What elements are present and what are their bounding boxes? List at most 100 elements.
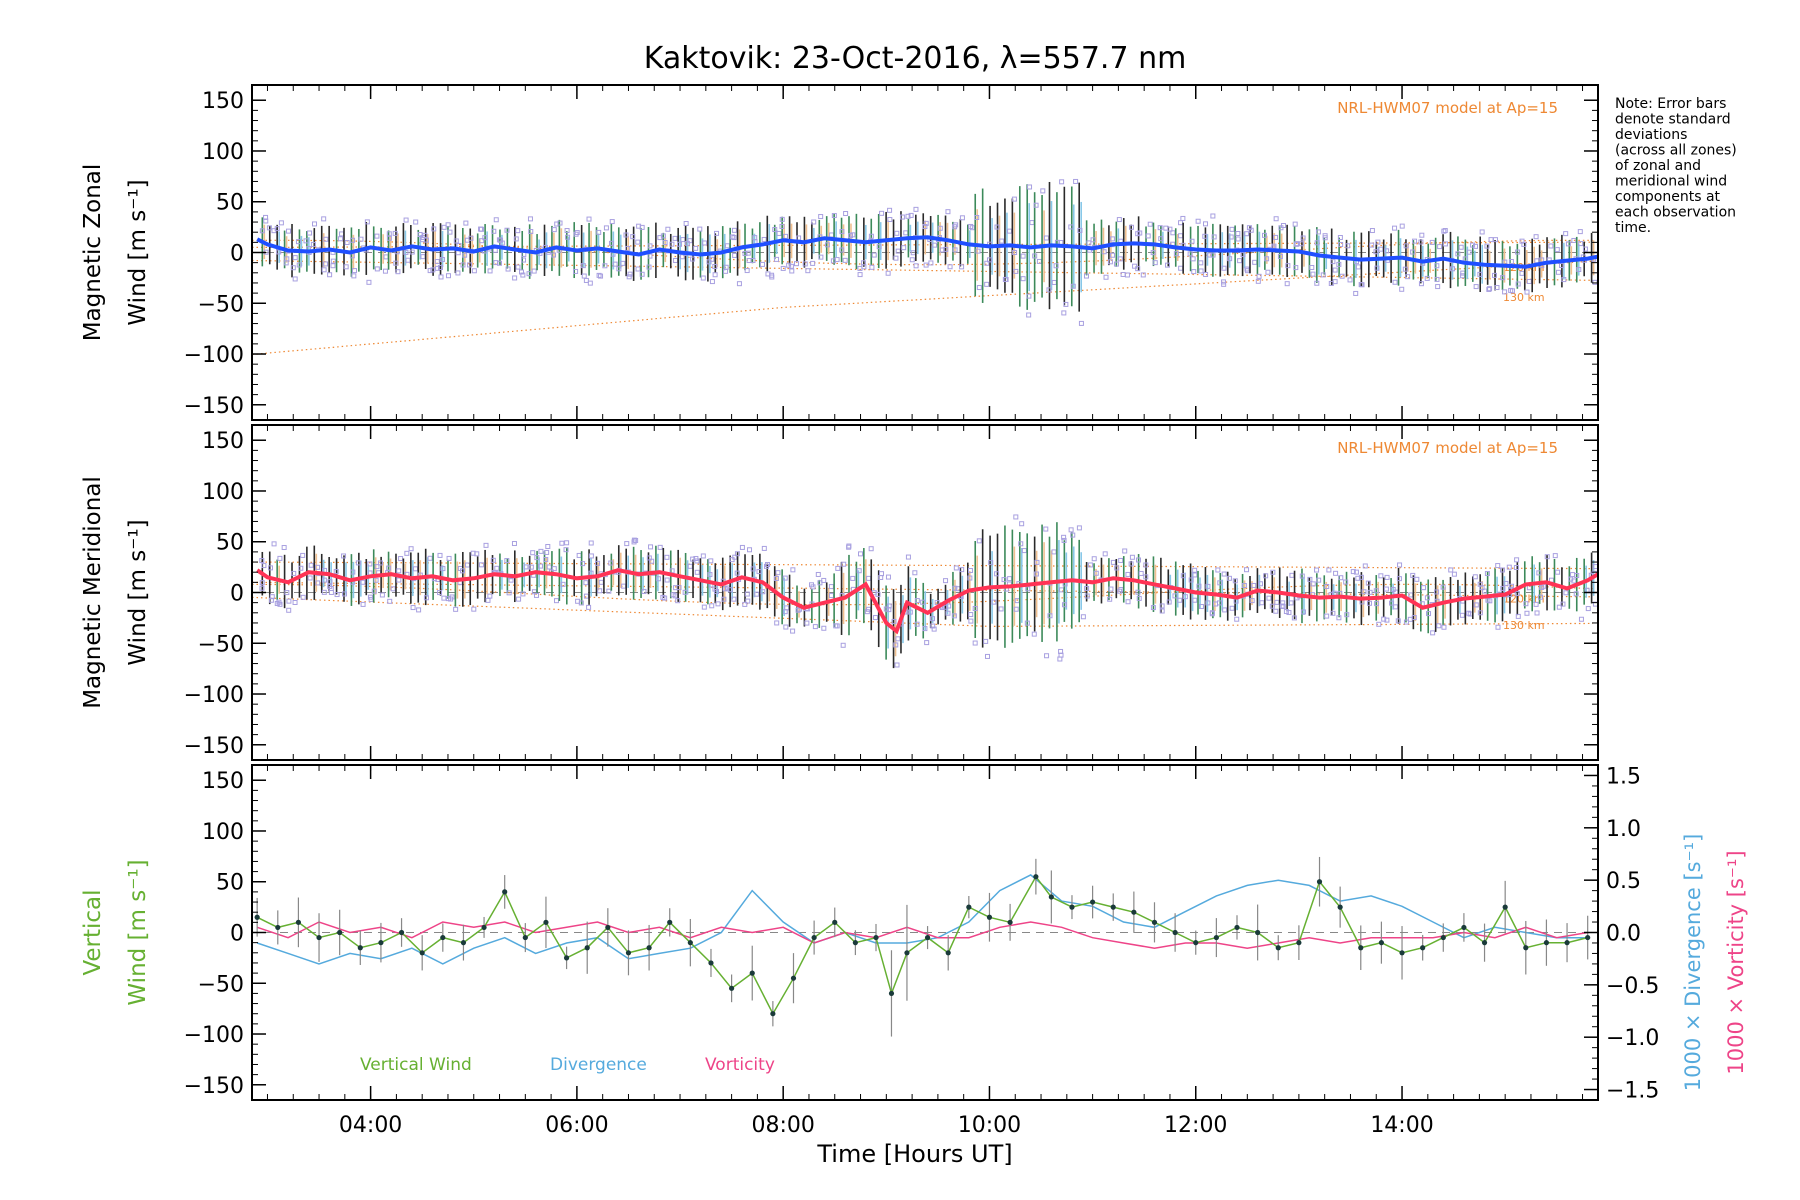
vertical-wind-point: [502, 889, 508, 895]
scatter-point: [1410, 249, 1416, 255]
vertical-wind-line: [256, 875, 1588, 1016]
y-tick-label: −150: [184, 1074, 244, 1099]
scatter-point: [999, 238, 1005, 244]
scatter-point: [1188, 577, 1194, 583]
scatter-point: [657, 544, 663, 550]
scatter-point: [580, 263, 586, 269]
scatter-point: [1376, 621, 1382, 627]
vertical-wind-point: [1213, 934, 1219, 941]
vertical-wind-point: [852, 940, 858, 946]
scatter-point: [1143, 574, 1149, 580]
scatter-point: [1226, 575, 1232, 581]
scatter-point: [1135, 557, 1141, 563]
y-tick-label: 50: [216, 531, 244, 556]
scatter-point: [1435, 284, 1441, 290]
scatter-point: [1508, 287, 1514, 293]
scatter-point: [595, 560, 601, 566]
scatter-point: [856, 568, 862, 574]
scatter-point: [1221, 265, 1227, 271]
scatter-point: [732, 554, 738, 560]
note-line: time.: [1615, 220, 1651, 236]
scatter-point: [1165, 262, 1171, 268]
scatter-point: [576, 552, 582, 558]
scatter-point: [1158, 236, 1164, 242]
scatter-point: [810, 584, 816, 590]
scatter-point: [795, 607, 801, 613]
vertical-wind-panel: Vertical Wind Divergence Vorticity 1.5 1.0 0.…: [80, 764, 1748, 1138]
scatter-point: [887, 207, 893, 213]
scatter-point: [804, 620, 810, 626]
scatter-point: [1157, 225, 1163, 231]
scatter-point: [321, 216, 327, 222]
scatter-point: [1107, 259, 1113, 265]
scatter-point: [715, 601, 721, 607]
scatter-point: [1101, 249, 1107, 255]
scatter-point: [734, 551, 740, 557]
vertical-wind-point: [646, 945, 652, 951]
zonal-wind-line: [256, 235, 1599, 269]
scatter-point: [878, 574, 884, 580]
scatter-point: [504, 558, 510, 564]
y-tick-label: 150: [202, 89, 244, 114]
scatter-point: [1563, 590, 1569, 596]
scatter-point: [460, 262, 466, 268]
scatter-point: [277, 555, 283, 561]
x-tick-label: 10:00: [958, 1113, 1021, 1138]
y-tick-label: −100: [184, 1023, 244, 1048]
scatter-point: [1235, 236, 1241, 242]
scatter-point: [515, 264, 521, 270]
scatter-point: [1500, 275, 1506, 281]
scatter-point: [1011, 196, 1017, 202]
scatter-point: [646, 555, 652, 561]
scatter-point: [323, 236, 329, 242]
scatter-point: [322, 261, 328, 267]
scatter-point: [1473, 243, 1479, 249]
scatter-point: [1266, 595, 1272, 601]
scatter-point: [742, 251, 748, 257]
vertical-wind-point: [749, 970, 755, 976]
scatter-point: [386, 565, 392, 571]
scatter-point: [708, 558, 714, 564]
model-label: NRL-HWM07 model at Ap=15: [1337, 439, 1558, 457]
scatter-point: [530, 550, 536, 556]
scatter-point: [1007, 576, 1013, 582]
scatter-point: [812, 624, 818, 630]
scatter-point: [1576, 266, 1582, 272]
scatter-point: [646, 264, 652, 270]
y-tick-label: −100: [184, 343, 244, 368]
scatter-point: [1178, 220, 1184, 226]
scatter-point: [534, 555, 540, 561]
scatter-point: [427, 268, 433, 274]
scatter-point: [761, 236, 767, 242]
y-tick-label: 100: [202, 820, 244, 845]
scatter-point: [396, 568, 402, 574]
scatter-point: [1585, 606, 1591, 612]
scatter-point: [374, 266, 380, 272]
scatter-point: [1020, 253, 1026, 259]
x-tick-label: 12:00: [1164, 1113, 1227, 1138]
scatter-point: [358, 236, 364, 242]
scatter-point: [1343, 579, 1349, 585]
scatter-point: [824, 242, 830, 248]
scatter-point: [922, 626, 928, 632]
scatter-point: [879, 210, 885, 216]
scatter-point: [818, 214, 824, 220]
vertical-wind-point: [481, 924, 487, 931]
scatter-point: [1330, 610, 1336, 616]
y-tick-label: 150: [202, 769, 244, 794]
scatter-point: [683, 221, 689, 227]
scatter-point: [1244, 231, 1250, 237]
vertical-wind-point: [1048, 894, 1054, 900]
scatter-point: [315, 564, 321, 570]
scatter-point: [1514, 557, 1520, 563]
scatter-point: [967, 575, 973, 581]
scatter-point: [1076, 525, 1082, 531]
scatter-point: [1537, 594, 1543, 600]
scatter-point: [1477, 271, 1483, 277]
scatter-point: [1500, 585, 1506, 591]
scatter-point: [1367, 589, 1373, 595]
y-tick-label: −100: [184, 683, 244, 708]
scatter-point: [606, 588, 612, 594]
scatter-point: [976, 538, 982, 544]
vertical-wind-point: [1275, 945, 1281, 951]
